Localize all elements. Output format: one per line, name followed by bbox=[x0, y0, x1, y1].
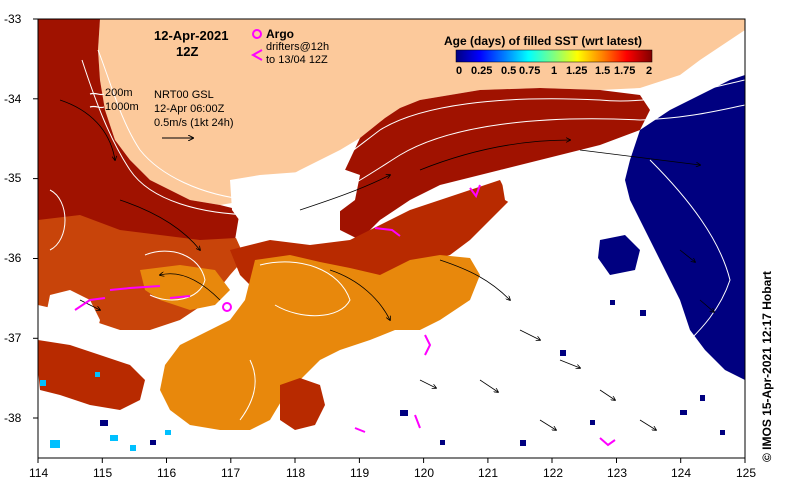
isobath-200-mark bbox=[89, 92, 105, 96]
x-tick-label: 120 bbox=[414, 466, 435, 480]
currents-scale: 0.5m/s (1kt 24h) bbox=[154, 117, 234, 129]
isobath-200-label: 200m bbox=[105, 87, 133, 99]
sst-coastal-band bbox=[340, 88, 650, 240]
sst-orange-tongue bbox=[160, 255, 480, 430]
x-tick-label: 124 bbox=[671, 466, 692, 480]
cyan-specks bbox=[40, 372, 171, 451]
current-streamlines bbox=[59, 99, 714, 430]
y-tick-label: -33 bbox=[4, 12, 22, 26]
y-tick-label: -38 bbox=[4, 411, 22, 425]
isobath-contours bbox=[49, 49, 745, 421]
legend-tick: 0 bbox=[456, 65, 463, 77]
argo-legend-icon bbox=[252, 29, 262, 39]
isobath-1000-label: 1000m bbox=[105, 101, 139, 113]
y-tick-label: -34 bbox=[4, 92, 22, 106]
y-ticks bbox=[33, 18, 38, 419]
x-tick-label: 121 bbox=[478, 466, 499, 480]
x-ticks bbox=[37, 458, 746, 463]
plot-frame bbox=[37, 18, 746, 459]
map-date: 12-Apr-2021 bbox=[154, 28, 229, 43]
legend-tick: 1.5 bbox=[595, 65, 611, 77]
drifters-label-line2: to 13/04 12Z bbox=[266, 54, 328, 66]
x-tick-label: 122 bbox=[543, 466, 564, 480]
x-tick-label: 114 bbox=[29, 466, 49, 480]
y-tick-label: -35 bbox=[4, 171, 22, 185]
argo-label: Argo bbox=[266, 27, 294, 41]
sst-east-navy bbox=[625, 75, 745, 380]
drifter-legend-icon bbox=[250, 49, 263, 61]
legend-tick: 2 bbox=[646, 65, 653, 77]
x-tick-label: 115 bbox=[93, 466, 113, 480]
navy-specks bbox=[100, 300, 725, 446]
legend-tick: 0.5 bbox=[501, 65, 517, 77]
x-tick-label: 116 bbox=[157, 466, 177, 480]
argo-float-marker bbox=[222, 302, 232, 312]
drifters-label-line1: drifters@12h bbox=[266, 41, 330, 53]
isobath-1000-mark bbox=[89, 105, 105, 109]
imos-credit: © IMOS 15-Apr-2021 12:17 Hobart bbox=[760, 271, 774, 462]
x-tick-label: 123 bbox=[607, 466, 628, 480]
x-tick-label: 119 bbox=[350, 466, 370, 480]
legend-tick: 0.25 bbox=[471, 65, 493, 77]
sst-southwest-red bbox=[38, 340, 145, 410]
legend-colorbar bbox=[455, 49, 653, 63]
data-gap-west bbox=[45, 290, 100, 345]
map-time: 12Z bbox=[176, 44, 199, 59]
legend-tick: 1 bbox=[551, 65, 558, 77]
y-tick-label: -36 bbox=[4, 251, 22, 265]
legend-tick: 1.25 bbox=[566, 65, 588, 77]
y-tick-label: -37 bbox=[4, 331, 22, 345]
currents-source: NRT00 GSL bbox=[154, 89, 214, 101]
legend-tick: 1.75 bbox=[614, 65, 636, 77]
currents-time: 12-Apr 06:00Z bbox=[154, 103, 225, 115]
x-tick-label: 125 bbox=[736, 466, 757, 480]
land-mass bbox=[98, 19, 745, 205]
sst-southern-red bbox=[280, 378, 325, 430]
legend-title: Age (days) of filled SST (wrt latest) bbox=[444, 34, 643, 48]
legend-tick: 0.75 bbox=[519, 65, 541, 77]
data-gap-coast bbox=[500, 165, 600, 215]
drifter-tracks bbox=[74, 184, 616, 447]
x-tick-label: 117 bbox=[221, 466, 241, 480]
sst-east-navy-patch bbox=[598, 235, 640, 275]
x-tick-label: 118 bbox=[286, 466, 306, 480]
